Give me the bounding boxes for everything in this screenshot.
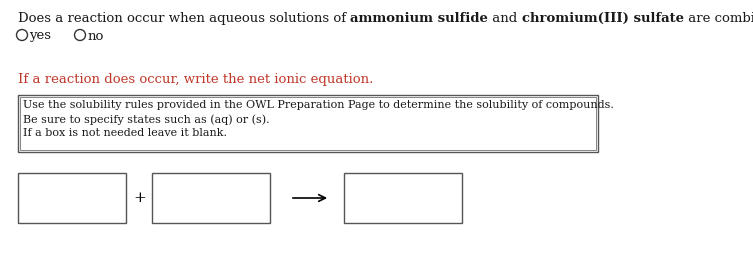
Text: Does a reaction occur when aqueous solutions of: Does a reaction occur when aqueous solut… — [18, 12, 350, 25]
Text: no: no — [87, 30, 104, 42]
Text: chromium(III) sulfate: chromium(III) sulfate — [522, 12, 684, 25]
Text: Be sure to specify states such as (aq) or (s).: Be sure to specify states such as (aq) o… — [23, 114, 270, 125]
Text: yes: yes — [29, 30, 51, 42]
Text: and: and — [488, 12, 522, 25]
Bar — [18, 173, 126, 223]
Bar — [344, 173, 462, 223]
Text: Use the solubility rules provided in the OWL Preparation Page to determine the s: Use the solubility rules provided in the… — [23, 100, 614, 110]
Bar — [152, 173, 270, 223]
Text: If a reaction does occur, write the net ionic equation.: If a reaction does occur, write the net … — [18, 73, 373, 86]
Text: +: + — [133, 191, 146, 205]
Bar — [18, 95, 598, 152]
Text: If a box is not needed leave it blank.: If a box is not needed leave it blank. — [23, 128, 227, 138]
Text: ammonium sulfide: ammonium sulfide — [350, 12, 488, 25]
Bar — [20, 97, 596, 150]
Text: are combined?: are combined? — [684, 12, 753, 25]
